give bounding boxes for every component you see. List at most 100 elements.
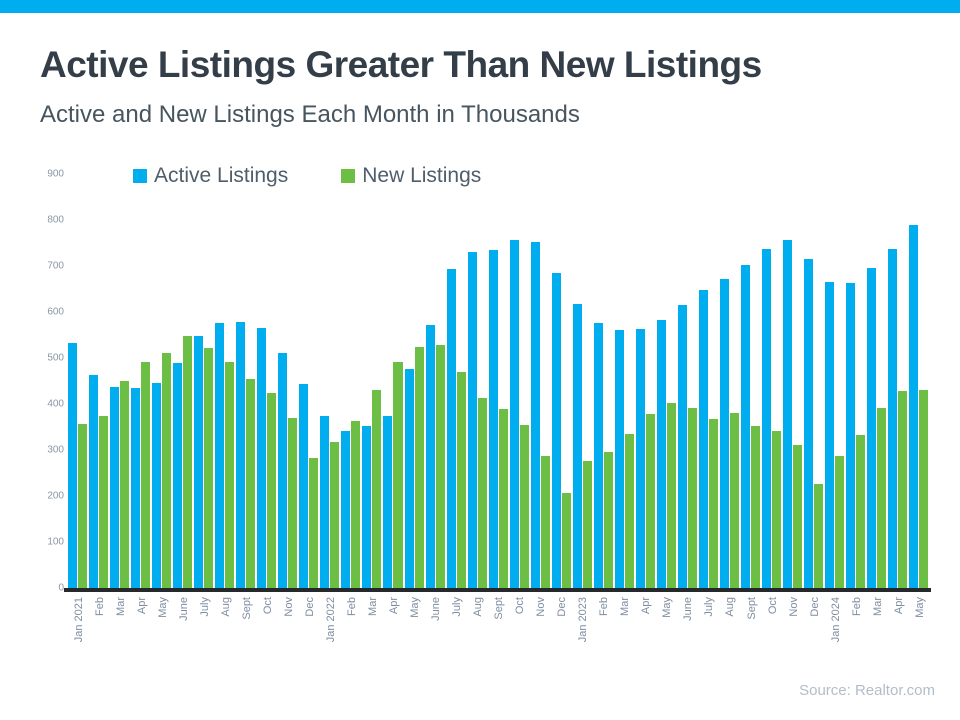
bar-pair <box>677 174 697 588</box>
bar-pair <box>362 174 382 588</box>
bar-new-listings <box>288 417 298 588</box>
bar-active-listings <box>488 250 498 588</box>
y-tick-label: 700 <box>47 260 64 272</box>
bar-active-listings <box>152 382 162 588</box>
legend-label: New Listings <box>362 164 482 187</box>
source-attribution: Source: Realtor.com <box>799 682 935 699</box>
x-tick-label: July <box>703 597 716 617</box>
x-tick-label: Oct <box>514 597 527 615</box>
bar-active-listings <box>68 342 78 588</box>
bar-active-listings <box>425 324 435 588</box>
month-group: Oct <box>509 174 531 614</box>
bar-active-listings <box>909 224 919 588</box>
y-tick-label: 800 <box>47 214 64 226</box>
bar-new-listings <box>330 441 340 588</box>
bar-pair <box>89 174 109 588</box>
bar-pair <box>909 174 929 588</box>
bar-pair <box>572 174 592 588</box>
bar-active-listings <box>741 264 751 588</box>
x-tick-label: May <box>156 597 169 618</box>
x-tick-label: June <box>682 597 695 621</box>
bar-pair <box>551 174 571 588</box>
month-group: Dec <box>299 174 320 617</box>
bar-new-listings <box>898 391 908 588</box>
x-tick-label: June <box>177 597 190 621</box>
month-group: Apr <box>131 174 152 614</box>
month-group: June <box>677 174 699 621</box>
x-tick-label: Aug <box>219 597 232 617</box>
month-group: Jan 2024 <box>825 174 846 642</box>
bar-new-listings <box>624 433 634 588</box>
month-group: May <box>404 174 426 618</box>
x-tick-label: May <box>661 597 674 618</box>
bar-active-listings <box>110 386 120 588</box>
x-tick-label: Sept <box>745 597 758 620</box>
bar-new-listings <box>666 403 676 588</box>
bar-new-listings <box>877 407 887 588</box>
bar-pair <box>215 174 235 588</box>
y-tick-label: 100 <box>47 536 64 548</box>
x-tick-label: Nov <box>535 597 548 617</box>
active-listings-swatch-icon <box>133 169 147 183</box>
legend: Active Listings New Listings <box>133 164 481 188</box>
top-banner <box>0 0 960 13</box>
bar-pair <box>467 174 487 588</box>
bar-new-listings <box>835 455 845 588</box>
bar-active-listings <box>89 375 99 588</box>
bar-new-listings <box>519 425 529 588</box>
bar-active-listings <box>446 268 456 588</box>
bar-new-listings <box>793 445 803 588</box>
new-listings-swatch-icon <box>341 169 356 183</box>
x-tick-label: Apr <box>640 597 653 615</box>
x-tick-label: Apr <box>135 597 148 615</box>
month-group: Nov <box>530 174 552 617</box>
bar-pair <box>846 174 866 588</box>
x-tick-label: Jan 2021 <box>72 597 85 643</box>
x-axis-line <box>64 588 931 592</box>
bar-new-listings <box>141 362 151 588</box>
x-tick-label: Jan 2023 <box>577 597 590 643</box>
bar-pair <box>278 174 298 588</box>
month-group: Feb <box>89 174 110 616</box>
x-tick-label: Mar <box>114 597 127 616</box>
month-group: Jan 2023 <box>572 174 594 642</box>
bar-pair <box>131 174 151 588</box>
x-tick-label: Oct <box>766 597 779 615</box>
bar-pair <box>593 174 613 588</box>
y-tick-label: 300 <box>47 444 64 456</box>
bar-active-listings <box>341 431 351 588</box>
month-group: Feb <box>341 174 362 616</box>
x-tick-label: May <box>913 597 926 618</box>
bar-pair <box>783 174 803 588</box>
bar-new-listings <box>751 426 761 588</box>
bar-new-listings <box>856 434 866 588</box>
month-group: Mar <box>110 174 131 616</box>
month-group: Jan 2021 <box>68 174 89 642</box>
x-tick-label: Nov <box>787 597 800 617</box>
month-group: Aug <box>215 174 236 617</box>
bar-active-listings <box>698 289 708 588</box>
bar-active-listings <box>551 273 561 588</box>
x-tick-label: Feb <box>850 597 863 616</box>
bar-active-listings <box>719 278 729 588</box>
month-group: Mar <box>614 174 636 616</box>
bar-new-listings <box>477 397 487 588</box>
legend-item-active-listings: Active Listings <box>133 164 288 188</box>
bar-pair <box>614 174 634 588</box>
bar-pair <box>152 174 172 588</box>
x-tick-label: Oct <box>261 597 274 615</box>
bar-active-listings <box>867 268 877 588</box>
month-group: Oct <box>257 174 278 614</box>
bar-active-listings <box>572 304 582 588</box>
bar-pair <box>762 174 782 588</box>
y-axis: 900 800 700 600 500 400 300 200 100 0 <box>0 169 64 594</box>
bar-new-listings <box>393 362 403 588</box>
bar-pair <box>719 174 739 588</box>
month-group: Sept <box>741 174 762 620</box>
bar-active-listings <box>362 426 372 588</box>
bar-active-listings <box>656 319 666 588</box>
bar-active-listings <box>677 305 687 588</box>
legend-label: Active Listings <box>154 164 289 187</box>
x-tick-label: May <box>409 597 422 618</box>
bar-pair <box>425 174 445 588</box>
